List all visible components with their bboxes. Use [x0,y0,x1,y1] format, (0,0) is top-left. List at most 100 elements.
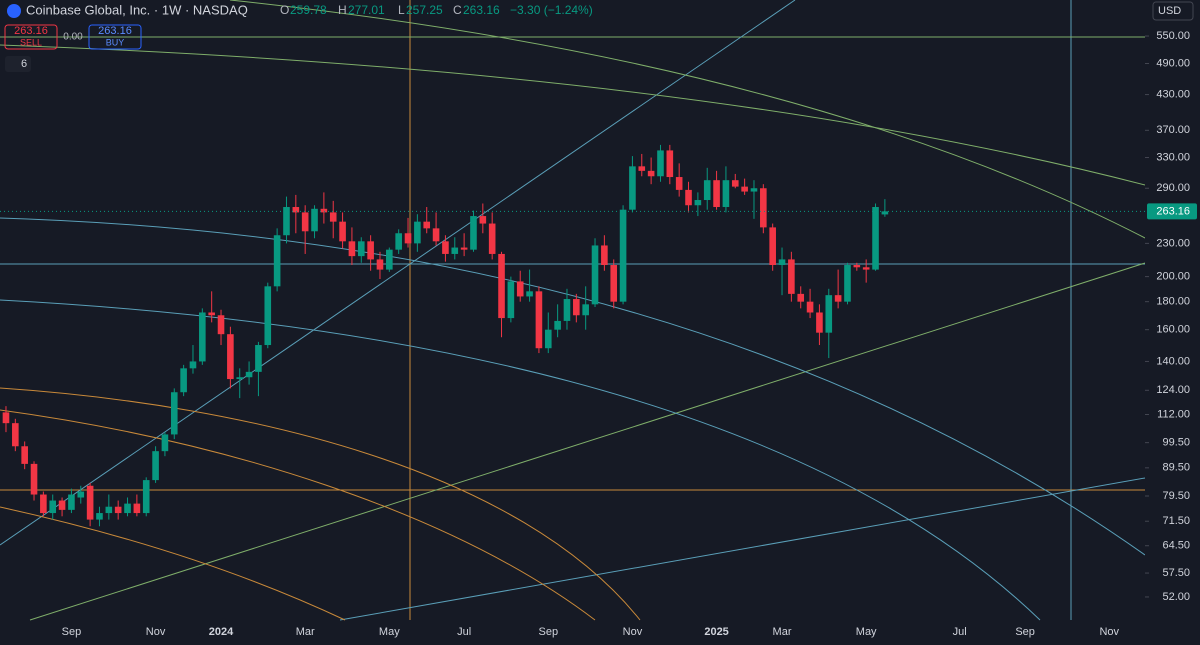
candle-body [535,291,543,349]
spread: 0.00 [63,32,83,43]
candle-body [610,265,618,302]
candle-body [442,241,449,254]
candle-body [283,207,290,236]
candle-body [507,281,515,319]
buy-price[interactable]: 263.16 [98,25,132,37]
candle-body [675,177,683,190]
drawing-line [0,0,796,546]
logo [7,4,21,18]
y-tick-label: 180.00 [1156,296,1190,308]
candle-body [666,150,674,178]
candle-body [713,180,720,208]
y-tick-label: 64.50 [1162,540,1190,552]
candle-body [479,216,487,224]
y-tick-label: 160.00 [1156,324,1190,336]
x-tick-label: 2025 [704,626,728,638]
candle-body [105,506,113,514]
candle-body [451,247,459,254]
buy-label[interactable]: BUY [106,37,125,47]
y-tick-label: 79.50 [1162,490,1190,502]
candle-body [788,259,795,294]
candle-body [703,180,711,201]
candle-body [12,423,19,447]
candle-body [227,334,234,380]
candle-body [320,208,328,213]
candle-body [554,320,561,330]
candle-body [797,293,805,302]
candle-body [498,253,505,319]
candle-body [367,241,374,260]
y-tick-label: 52.00 [1162,591,1190,603]
candle-body [825,295,833,333]
indicators-toggle[interactable] [5,56,31,72]
y-tick-label: 330.00 [1156,151,1190,163]
candle-body [414,221,421,244]
y-tick-label: 490.00 [1156,57,1190,69]
candle-body [629,166,636,210]
candle-body [778,259,786,266]
candle-body [348,241,356,257]
candle-body [58,500,66,510]
x-tick-label: Sep [62,626,82,638]
x-tick-label: Jul [457,626,471,638]
buy-button[interactable] [88,24,142,50]
currency-button[interactable] [1152,1,1194,21]
candle-body [21,446,28,464]
sell-price[interactable]: 263.16 [14,25,48,37]
candle-body [142,480,150,514]
indicators-count[interactable]: 6 [21,58,27,70]
candle-body [694,200,702,206]
candle-body [488,223,496,254]
y-tick-label: 550.00 [1156,30,1190,42]
price-axis [1145,0,1200,645]
candle-body [386,249,393,270]
candle-body [638,166,646,171]
candle-body [208,312,215,316]
drawing-arc [229,0,1146,239]
candle-body [601,245,608,266]
candle-body [255,345,262,372]
y-tick-label: 99.50 [1162,437,1190,449]
candle-body [170,392,178,435]
drawing-line [339,477,1146,621]
candle-body [96,513,103,520]
candle-body [49,500,57,514]
candle-body [573,299,580,316]
sell-label[interactable]: SELL [20,37,42,47]
candle-body [470,216,477,250]
y-tick-label: 112.00 [1157,408,1190,420]
candle-body [647,170,655,177]
y-tick-label: 57.50 [1162,567,1190,579]
last-price-label: 263.16 [1156,205,1190,217]
x-tick-label: Sep [1015,626,1035,638]
candle-body [236,377,244,380]
legend-label: H [338,3,347,17]
x-tick-label: Nov [623,626,643,638]
candle-body [862,267,870,270]
candle-body [834,295,842,302]
gann-drawings [0,0,1146,621]
legend-change: −3.30 (−1.24%) [510,3,593,17]
currency[interactable]: USD [1158,5,1181,17]
candles [0,144,1145,527]
candle-body [806,301,814,313]
y-tick-label: 370.00 [1156,124,1190,136]
candle-body [544,329,552,349]
legend-value: 259.78 [290,3,327,17]
last-price-tag [1147,203,1197,220]
x-tick-label: May [379,626,400,638]
sell-button[interactable] [4,24,58,50]
y-tick-label: 89.50 [1162,462,1190,474]
candle-body [339,221,346,242]
candle-body [685,189,692,206]
y-tick-label: 124.00 [1156,384,1190,396]
candle-body [86,485,94,520]
candle-body [311,208,318,232]
y-tick-label: 430.00 [1156,88,1190,100]
y-tick-label: 230.00 [1156,237,1190,249]
candle-body [292,207,300,213]
symbol-title: Coinbase Global, Inc. · 1W · NASDAQ [26,2,248,17]
x-tick-label: May [856,626,877,638]
candle-body [77,491,85,498]
candle-body [563,299,571,321]
